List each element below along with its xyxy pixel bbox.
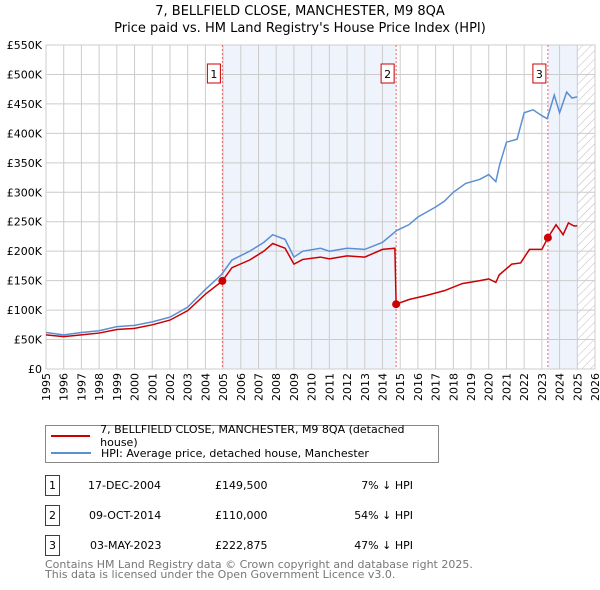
sale-hpi-diff: 54% ↓ HPI [354,509,413,522]
sale-price: £149,500 [215,479,268,492]
y-tick-label: £100K [7,304,43,317]
legend-swatch [51,435,91,437]
x-tick-label: 2017 [430,373,443,401]
x-tick-label: 1996 [58,373,71,401]
y-tick-label: £300K [7,186,43,199]
sale-row: 2 09-OCT-2014 £110,000 54% ↓ HPI [45,505,445,527]
chart-title: 7, BELLFIELD CLOSE, MANCHESTER, M9 8QA [155,4,445,19]
sale-marker-badge: 1 [45,475,60,496]
sale-hpi-diff: 47% ↓ HPI [354,539,413,552]
x-tick-label: 2024 [554,373,567,401]
sale-price: £110,000 [215,509,268,522]
x-tick-label: 2023 [536,373,549,401]
chart-subtitle: Price paid vs. HM Land Registry's House … [114,21,486,36]
forecast-hatch [577,45,595,369]
y-tick-label: £200K [7,245,43,258]
sale-badge-box [532,63,547,84]
legend: 7, BELLFIELD CLOSE, MANCHESTER, M9 8QA (… [45,423,439,463]
x-tick-label: 2001 [146,373,159,401]
sale-date: 17-DEC-2004 [88,479,162,492]
x-tick-label: 2011 [323,373,336,401]
y-tick-label: £350K [7,157,43,170]
sale-badge-box [206,63,221,84]
x-tick-label: 2003 [182,373,195,401]
x-tick-label: 1998 [93,373,106,401]
x-tick-label: 2010 [306,373,319,401]
x-tick-label: 2013 [359,373,372,401]
x-tick-label: 2012 [341,373,354,401]
sale-marker-badge: 2 [45,505,60,526]
x-tick-label: 2007 [253,373,266,401]
x-tick-label: 2025 [571,373,584,401]
x-tick-label: 2016 [412,373,425,401]
ownership-band [547,45,578,369]
x-tick-label: 2002 [164,373,177,401]
x-tick-label: 2026 [589,373,600,401]
x-tick-label: 2021 [500,373,513,401]
y-tick-label: £0 [28,363,42,376]
sale-date: 09-OCT-2014 [89,509,162,522]
sale-badge-box [380,63,395,84]
hpi-line [45,90,578,336]
sale-point [543,233,552,242]
footer-line: Contains HM Land Registry data © Crown c… [45,558,473,571]
y-tick-label: £50K [14,334,43,347]
x-tick-label: 2018 [447,373,460,401]
sale-badge-label: 3 [536,68,543,81]
sale-point [218,276,227,285]
x-tick-label: 1995 [40,373,53,401]
y-tick-label: £450K [7,98,43,111]
x-tick-label: 2006 [235,373,248,401]
y-tick-label: £500K [7,68,43,81]
legend-swatch [51,452,91,454]
y-tick-label: £250K [7,216,43,229]
sale-hpi-diff: 7% ↓ HPI [361,479,413,492]
x-tick-label: 2022 [518,373,531,401]
sale-marker-badge: 3 [45,535,60,556]
sale-price: £222,875 [215,539,268,552]
ownership-band [222,45,397,369]
x-tick-label: 2004 [199,373,212,401]
plot-frame [45,44,596,370]
x-tick-label: 2005 [217,373,230,401]
legend-label: 7, BELLFIELD CLOSE, MANCHESTER, M9 8QA (… [100,423,405,449]
y-tick-label: £150K [7,275,43,288]
x-tick-label: 2019 [465,373,478,401]
sale-row: 3 03-MAY-2023 £222,875 47% ↓ HPI [45,535,445,557]
x-tick-label: 2008 [270,373,283,401]
property-price-line [45,221,578,338]
y-tick-label: £400K [7,127,43,140]
footer-line: This data is licensed under the Open Gov… [45,568,396,581]
sale-date: 03-MAY-2023 [90,539,162,552]
legend-label: HPI: Average price, detached house, Manc… [101,446,369,460]
sale-point [392,300,401,309]
x-tick-label: 2015 [394,373,407,401]
x-tick-label: 1999 [111,373,124,401]
sale-badge-label: 1 [210,68,217,81]
x-tick-label: 2009 [288,373,301,401]
y-tick-label: £550K [7,39,43,52]
price-chart: 1995 1996 1997 1998 1999 2000 2001 2002 2003 2004… [7,39,600,401]
x-tick-label: 2020 [483,373,496,401]
x-tick-label: 2014 [376,373,389,401]
sale-row: 1 17-DEC-2004 £149,500 7% ↓ HPI [45,475,445,497]
footer: Contains HM Land Registry data © Crown c… [45,558,473,581]
sale-badge-label: 2 [384,68,391,81]
x-tick-label: 1997 [75,373,88,401]
legend-item-property: 7, BELLFIELD CLOSE, MANCHESTER, M9 8QA (… [51,423,438,449]
x-tick-label: 2000 [129,373,142,401]
legend-item-hpi: HPI: Average price, detached house, Manc… [51,445,369,461]
